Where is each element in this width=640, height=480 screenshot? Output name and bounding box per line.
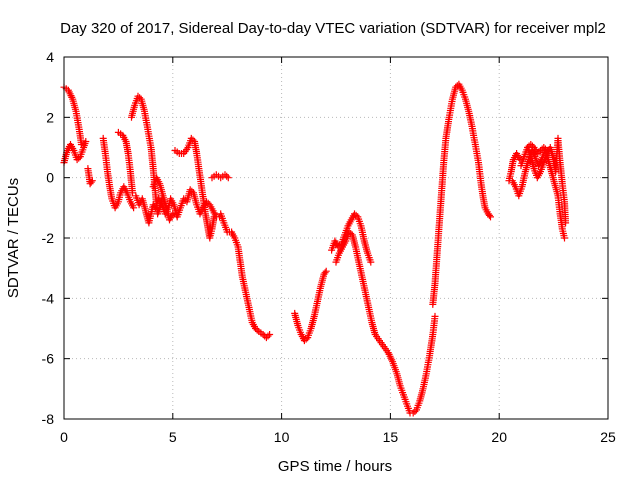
data-point xyxy=(524,144,531,151)
data-point xyxy=(543,147,551,154)
data-point xyxy=(527,141,535,148)
data-point xyxy=(367,258,375,266)
data-point xyxy=(562,219,570,227)
data-point xyxy=(129,189,136,197)
y-tick-label: -4 xyxy=(42,290,55,306)
data-point xyxy=(533,150,541,157)
data-point xyxy=(223,172,231,180)
y-tick-label: -2 xyxy=(42,230,55,246)
data-point xyxy=(180,195,188,203)
data-point xyxy=(253,326,261,334)
data-point xyxy=(535,148,543,156)
data-point xyxy=(485,211,493,219)
chart-title: Day 320 of 2017, Sidereal Day-to-day VTE… xyxy=(60,20,606,37)
data-point xyxy=(130,204,138,212)
data-point xyxy=(561,234,568,242)
y-tick-label: -8 xyxy=(42,411,55,427)
data-point xyxy=(87,178,95,186)
y-tick-label: 2 xyxy=(46,109,54,125)
data-point xyxy=(262,334,270,342)
data-point xyxy=(224,174,232,182)
data-point xyxy=(321,269,329,277)
y-tick-label: 4 xyxy=(46,49,54,65)
data-point xyxy=(186,186,194,194)
data-point xyxy=(259,331,267,338)
data-point xyxy=(169,210,177,218)
data-point xyxy=(452,83,460,91)
data-point xyxy=(322,267,330,275)
data-point xyxy=(221,171,229,179)
data-point xyxy=(352,211,360,219)
x-tick-label: 10 xyxy=(274,429,290,445)
data-point xyxy=(187,134,195,142)
y-tick-label: -6 xyxy=(42,351,55,367)
data-point xyxy=(487,213,494,221)
x-axis-label: GPS time / hours xyxy=(278,458,392,475)
data-point xyxy=(75,154,83,162)
data-point xyxy=(210,213,218,221)
data-series-mpl2 xyxy=(60,80,570,417)
x-tick-label: 15 xyxy=(383,429,399,445)
data-point xyxy=(188,187,196,195)
data-point xyxy=(252,325,259,332)
data-point xyxy=(351,210,358,218)
y-axis-label: SDTVAR / TECUs xyxy=(5,178,22,298)
data-point xyxy=(88,177,96,185)
data-point xyxy=(266,331,274,338)
data-point xyxy=(82,138,90,145)
data-point xyxy=(300,337,308,345)
data-point xyxy=(73,156,81,164)
data-point xyxy=(302,335,310,343)
x-tick-label: 5 xyxy=(169,429,177,445)
data-point xyxy=(264,332,272,340)
x-tick-label: 25 xyxy=(600,429,616,445)
data-point xyxy=(134,92,142,100)
y-tick-label: 0 xyxy=(46,170,54,186)
data-point xyxy=(540,144,548,151)
axis-ticks: 0 5 10 15 20 25 -8 -6 -4 -2 0 2 4 xyxy=(42,49,616,445)
x-tick-label: 20 xyxy=(491,429,507,445)
x-tick-label: 0 xyxy=(60,429,68,445)
data-point xyxy=(541,145,549,153)
data-point xyxy=(411,408,419,415)
data-point xyxy=(431,312,439,320)
data-point xyxy=(409,409,417,417)
data-point xyxy=(345,228,353,236)
grid xyxy=(64,57,608,419)
data-point xyxy=(537,147,544,154)
